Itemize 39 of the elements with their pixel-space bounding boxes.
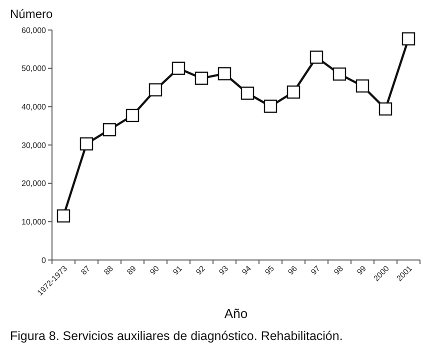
- point: [148, 83, 162, 96]
- point: [402, 32, 416, 46]
- x-axis-title: Año: [224, 306, 248, 321]
- point: [218, 67, 232, 80]
- text: Figura 8. Servicios auxiliares de diagnóstico. Rehabilitación.: [10, 329, 343, 343]
- point: [56, 209, 70, 223]
- point: [102, 123, 116, 136]
- point: [240, 86, 254, 100]
- x-tick-label: 91: [171, 264, 184, 277]
- point: [126, 108, 140, 122]
- y-tick-label: 20,000: [22, 179, 47, 188]
- x-tick-label: 88: [102, 264, 116, 277]
- x-tick-label: 95: [263, 264, 276, 277]
- x-tick-label: 99: [355, 264, 368, 277]
- x-tick-label: 87: [79, 264, 92, 277]
- point: [194, 72, 208, 85]
- y-tick-label: 0: [42, 256, 47, 265]
- x-tick-label: 90: [148, 264, 162, 277]
- x-tick-label: 96: [286, 264, 300, 277]
- y-tick-label: 50,000: [22, 64, 47, 74]
- point: [172, 62, 186, 75]
- x-tick-label: 93: [217, 264, 230, 277]
- y-tick-label: 10,000: [22, 217, 47, 226]
- point: [286, 86, 300, 99]
- x-tick-label: 92: [194, 264, 208, 277]
- x-tick-label: 98: [332, 264, 346, 277]
- point: [378, 102, 392, 116]
- x-tick-label: 97: [309, 264, 322, 277]
- x-tick-label: 94: [240, 264, 254, 277]
- point: [264, 100, 278, 113]
- y-tick-label: 30,000: [22, 140, 47, 150]
- point: [356, 79, 370, 93]
- y-axis-title: Número: [10, 7, 54, 21]
- y-tick-label: 60,000: [22, 26, 47, 35]
- point: [332, 67, 346, 81]
- point: [80, 137, 94, 150]
- x-tick-label: 89: [125, 264, 138, 277]
- point: [310, 50, 324, 64]
- y-tick-label: 40,000: [22, 102, 47, 112]
